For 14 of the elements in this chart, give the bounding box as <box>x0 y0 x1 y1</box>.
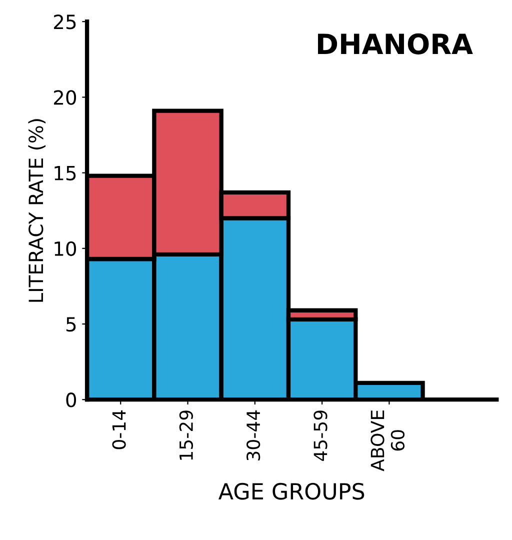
y-tick-label: 20 <box>54 90 76 105</box>
x-tick-label: 0-14 <box>112 410 126 450</box>
y-axis-title: LITERACY RATE (%) <box>28 119 46 302</box>
x-tick-label: 15-29 <box>179 410 193 460</box>
x-tick-label: ABOVE 60 <box>370 410 405 472</box>
x-tick-label: 45-59 <box>314 410 328 461</box>
x-tick-label: 30-44 <box>246 410 260 460</box>
y-tick-label: 5 <box>66 317 76 332</box>
x-axis-title: AGE GROUPS <box>218 482 364 500</box>
y-tick-label: 10 <box>54 241 76 256</box>
y-tick-label: 0 <box>66 392 76 408</box>
y-tick-label: 15 <box>54 166 76 180</box>
chart-title: DHANORA <box>318 33 473 54</box>
y-tick-label: 25 <box>54 14 76 30</box>
